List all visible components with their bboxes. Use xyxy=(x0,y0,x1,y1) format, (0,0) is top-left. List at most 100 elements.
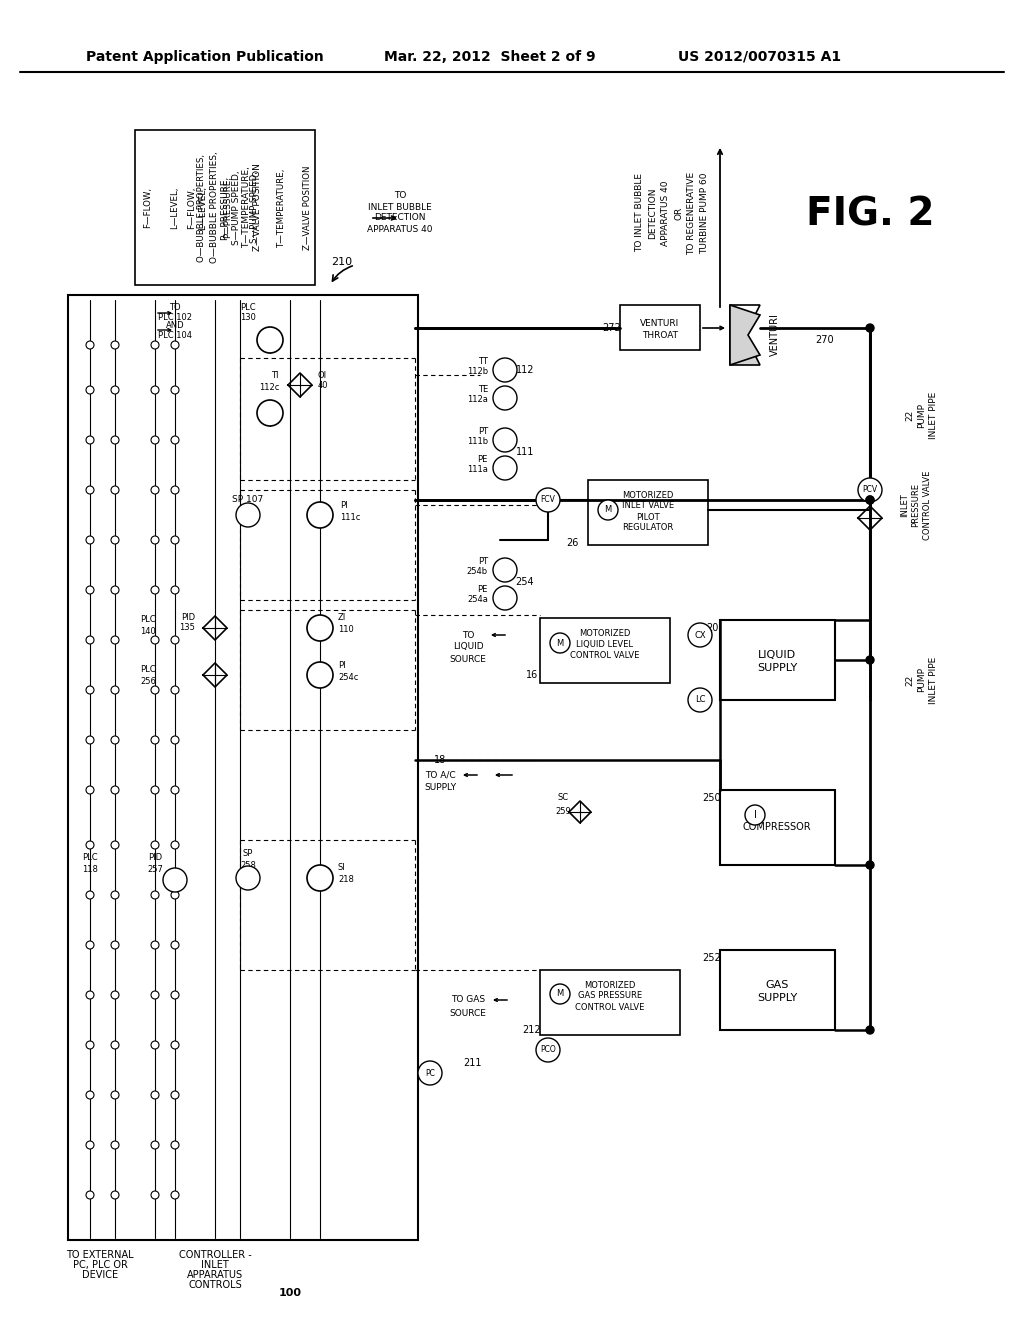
Text: 254a: 254a xyxy=(467,595,488,605)
Circle shape xyxy=(111,891,119,899)
Text: TO EXTERNAL: TO EXTERNAL xyxy=(67,1250,134,1261)
Text: Mar. 22, 2012  Sheet 2 of 9: Mar. 22, 2012 Sheet 2 of 9 xyxy=(384,50,596,63)
Text: PC: PC xyxy=(425,1068,435,1077)
Text: 212: 212 xyxy=(522,1026,542,1035)
Text: M: M xyxy=(604,506,611,515)
Circle shape xyxy=(163,869,187,892)
Circle shape xyxy=(493,428,517,451)
Text: S—PUMP SPEED,: S—PUMP SPEED, xyxy=(231,170,241,244)
Text: PE: PE xyxy=(477,586,488,594)
Text: PRESSURE: PRESSURE xyxy=(911,483,921,527)
Text: INLET BUBBLE: INLET BUBBLE xyxy=(368,202,432,211)
Polygon shape xyxy=(730,305,760,366)
Text: LIQUID: LIQUID xyxy=(758,649,796,660)
Text: PID: PID xyxy=(181,614,195,623)
Text: I: I xyxy=(754,810,757,820)
Circle shape xyxy=(866,861,874,869)
Text: SC: SC xyxy=(557,793,568,803)
Circle shape xyxy=(86,1041,94,1049)
Text: 40: 40 xyxy=(318,381,329,391)
Circle shape xyxy=(171,636,179,644)
Text: LIQUID LEVEL: LIQUID LEVEL xyxy=(577,639,634,648)
Text: SOURCE: SOURCE xyxy=(450,1008,486,1018)
Text: Patent Application Publication: Patent Application Publication xyxy=(86,50,324,63)
Text: PLC 102: PLC 102 xyxy=(158,313,193,322)
Text: 112c: 112c xyxy=(259,383,279,392)
Text: F—FLOW,: F—FLOW, xyxy=(143,187,153,228)
Text: FIG. 2: FIG. 2 xyxy=(806,195,934,234)
Text: APPARATUS 40: APPARATUS 40 xyxy=(368,224,433,234)
Text: DETECTION: DETECTION xyxy=(648,187,657,239)
Circle shape xyxy=(151,486,159,494)
Circle shape xyxy=(171,686,179,694)
Text: PID: PID xyxy=(147,854,162,862)
Text: PLC 104: PLC 104 xyxy=(158,330,193,339)
Circle shape xyxy=(111,841,119,849)
Circle shape xyxy=(151,536,159,544)
Text: TO: TO xyxy=(394,191,407,201)
Circle shape xyxy=(536,1038,560,1063)
Circle shape xyxy=(151,385,159,393)
Text: 18: 18 xyxy=(434,755,446,766)
Circle shape xyxy=(86,1191,94,1199)
Circle shape xyxy=(111,1191,119,1199)
Circle shape xyxy=(236,503,260,527)
Text: OR: OR xyxy=(675,206,683,219)
Text: S—PUMP SPEED,: S—PUMP SPEED, xyxy=(250,172,259,243)
Text: APPARATUS 40: APPARATUS 40 xyxy=(662,181,671,246)
Circle shape xyxy=(171,1191,179,1199)
Circle shape xyxy=(86,385,94,393)
Circle shape xyxy=(171,1041,179,1049)
Circle shape xyxy=(86,1140,94,1148)
Text: AND: AND xyxy=(166,322,184,330)
Text: 112b: 112b xyxy=(467,367,488,376)
Text: TE: TE xyxy=(478,385,488,395)
Circle shape xyxy=(866,496,874,504)
Text: SOURCE: SOURCE xyxy=(450,655,486,664)
Text: 135: 135 xyxy=(179,623,195,632)
Text: INLET: INLET xyxy=(900,494,909,517)
Circle shape xyxy=(86,486,94,494)
Polygon shape xyxy=(730,305,760,366)
Text: CONTROLS: CONTROLS xyxy=(188,1280,242,1290)
Circle shape xyxy=(550,634,570,653)
Circle shape xyxy=(866,656,874,664)
Circle shape xyxy=(171,1140,179,1148)
Text: P—PRESSURE,: P—PRESSURE, xyxy=(223,177,232,239)
Text: GAS: GAS xyxy=(765,979,788,990)
Circle shape xyxy=(171,536,179,544)
Text: PCO: PCO xyxy=(540,1045,556,1055)
Text: 118: 118 xyxy=(82,865,98,874)
Circle shape xyxy=(151,1191,159,1199)
Text: PLC: PLC xyxy=(82,854,98,862)
Text: PUMP: PUMP xyxy=(918,668,927,693)
Text: 112a: 112a xyxy=(467,396,488,404)
Text: CX: CX xyxy=(694,631,706,639)
Circle shape xyxy=(171,737,179,744)
Text: 210: 210 xyxy=(332,257,352,267)
Circle shape xyxy=(688,623,712,647)
Text: 110: 110 xyxy=(338,626,353,635)
Text: PLC: PLC xyxy=(241,304,256,313)
Bar xyxy=(135,129,315,285)
Bar xyxy=(620,305,700,350)
Text: CONTROLLER -: CONTROLLER - xyxy=(178,1250,251,1261)
Bar xyxy=(540,970,680,1035)
Circle shape xyxy=(151,941,159,949)
Text: 259: 259 xyxy=(555,808,570,817)
Circle shape xyxy=(111,385,119,393)
Circle shape xyxy=(111,586,119,594)
Circle shape xyxy=(171,586,179,594)
Circle shape xyxy=(171,841,179,849)
Circle shape xyxy=(866,323,874,333)
Text: VENTURI: VENTURI xyxy=(640,318,680,327)
Circle shape xyxy=(86,341,94,348)
Circle shape xyxy=(307,865,333,891)
Circle shape xyxy=(307,615,333,642)
Text: CONTROL VALVE: CONTROL VALVE xyxy=(923,470,932,540)
Text: FCV: FCV xyxy=(541,495,555,504)
Text: T—TEMPERATURE,: T—TEMPERATURE, xyxy=(243,166,252,248)
Text: 111b: 111b xyxy=(467,437,488,446)
Text: PLC: PLC xyxy=(140,665,156,675)
Circle shape xyxy=(86,586,94,594)
